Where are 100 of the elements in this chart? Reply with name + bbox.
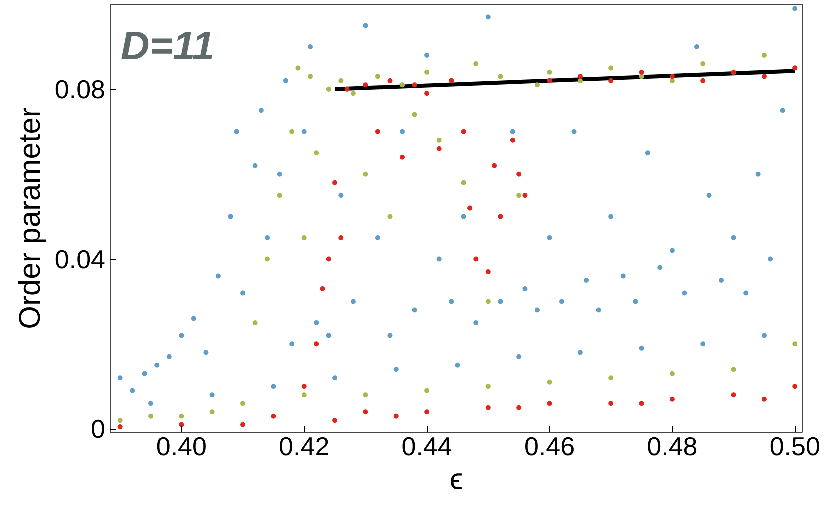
point — [179, 414, 184, 419]
point — [326, 86, 332, 92]
point — [516, 405, 522, 410]
point — [578, 74, 583, 80]
point — [670, 396, 675, 402]
point — [363, 172, 368, 177]
point — [534, 82, 540, 88]
x-tick-label: 0.50 — [770, 432, 820, 462]
point — [486, 405, 491, 410]
point — [290, 129, 295, 134]
point — [338, 78, 344, 84]
point — [700, 78, 706, 84]
point — [547, 401, 552, 406]
point — [338, 236, 344, 241]
point — [498, 74, 504, 80]
point — [388, 78, 393, 84]
point — [792, 342, 798, 347]
y-tick-label: 0.08 — [54, 74, 106, 104]
point — [436, 138, 442, 143]
point — [240, 422, 246, 428]
point — [271, 414, 276, 419]
point — [547, 78, 552, 84]
point — [731, 392, 736, 398]
point — [210, 410, 215, 415]
point — [424, 410, 430, 415]
point — [461, 129, 466, 134]
point — [296, 66, 301, 71]
point — [639, 401, 644, 406]
point — [522, 193, 528, 198]
point — [363, 410, 368, 415]
point — [344, 86, 350, 92]
point — [670, 371, 675, 376]
point — [240, 401, 246, 406]
point — [332, 180, 338, 186]
point — [314, 342, 320, 347]
point — [486, 299, 491, 304]
point — [412, 112, 418, 118]
point — [578, 78, 583, 84]
x-tick-label: 0.48 — [647, 432, 698, 462]
point — [302, 392, 307, 398]
point — [516, 193, 522, 198]
point — [608, 78, 614, 84]
x-tick-label: 0.40 — [156, 432, 207, 462]
point — [516, 172, 522, 177]
point — [308, 74, 313, 80]
point — [474, 256, 479, 262]
point — [326, 256, 332, 262]
point — [792, 384, 798, 390]
point — [547, 380, 552, 385]
point — [762, 74, 767, 80]
point — [486, 384, 491, 390]
point — [608, 376, 614, 381]
point — [118, 424, 123, 430]
point — [424, 388, 430, 394]
y-tick-label: 0.04 — [54, 244, 106, 274]
point — [148, 414, 154, 419]
point — [412, 82, 418, 88]
point — [486, 270, 491, 274]
point — [375, 129, 380, 134]
point — [639, 74, 644, 80]
point — [314, 150, 320, 156]
y-tick-label: 0 — [91, 414, 106, 444]
y-axis-title: Order parameter — [14, 108, 47, 330]
point — [498, 214, 504, 220]
point — [510, 138, 516, 143]
point — [350, 91, 356, 96]
point — [670, 74, 675, 80]
point — [731, 367, 736, 372]
point — [608, 66, 614, 71]
point — [375, 74, 380, 80]
point — [461, 180, 466, 186]
point — [400, 154, 406, 160]
point — [424, 70, 430, 75]
point — [363, 392, 368, 398]
point — [608, 401, 614, 406]
x-tick-label: 0.42 — [279, 432, 330, 462]
point — [394, 414, 399, 419]
point — [639, 70, 644, 75]
point — [332, 418, 338, 424]
x-tick-label: 0.44 — [402, 432, 452, 462]
point — [762, 396, 767, 402]
x-axis-title: ϵ — [450, 464, 464, 496]
point — [670, 78, 675, 84]
point — [424, 91, 430, 96]
point — [700, 61, 706, 66]
point — [265, 256, 270, 262]
point — [302, 236, 307, 241]
annotation: D=11 — [120, 24, 215, 69]
point — [252, 320, 258, 326]
point — [320, 286, 326, 292]
point — [388, 214, 393, 220]
point — [363, 82, 368, 88]
point — [436, 146, 442, 152]
point — [474, 61, 479, 66]
point — [277, 193, 282, 198]
point — [400, 82, 406, 88]
x-tick-label: 0.46 — [524, 432, 576, 462]
point — [118, 418, 123, 424]
point — [547, 70, 552, 75]
point — [492, 163, 498, 168]
